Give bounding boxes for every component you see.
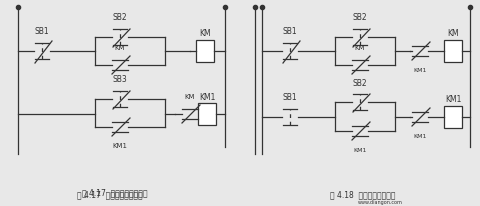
Bar <box>444 41 462 63</box>
Text: SB1: SB1 <box>35 27 49 36</box>
Text: KM1: KM1 <box>445 95 461 104</box>
Text: KM: KM <box>447 29 459 38</box>
Text: 图 4.17  联锁控制线路之一: 图 4.17 联锁控制线路之一 <box>82 188 148 197</box>
Bar <box>198 103 216 125</box>
Text: SB2: SB2 <box>353 78 367 87</box>
Text: SB2: SB2 <box>113 13 127 22</box>
Text: SB2: SB2 <box>353 13 367 22</box>
Text: KM1: KM1 <box>353 147 367 152</box>
Text: KM1: KM1 <box>413 133 427 138</box>
Text: KM: KM <box>115 45 125 51</box>
Text: 图 4.18  联锁控制线路之二: 图 4.18 联锁控制线路之二 <box>330 190 396 199</box>
Text: KM1: KM1 <box>112 142 128 148</box>
Bar <box>444 107 462 128</box>
Text: www.diangon.com: www.diangon.com <box>358 200 402 205</box>
Text: KM: KM <box>185 94 195 99</box>
Bar <box>196 41 214 63</box>
Text: KM: KM <box>355 45 365 51</box>
Text: KM: KM <box>199 29 211 38</box>
Text: 图 4.17  联锁控制线路之一: 图 4.17 联锁控制线路之一 <box>77 190 143 199</box>
Text: SB1: SB1 <box>283 27 297 36</box>
Text: KM1: KM1 <box>413 67 427 72</box>
Text: KM1: KM1 <box>199 92 215 101</box>
Text: SB1: SB1 <box>283 93 297 102</box>
Text: SB3: SB3 <box>113 75 127 84</box>
